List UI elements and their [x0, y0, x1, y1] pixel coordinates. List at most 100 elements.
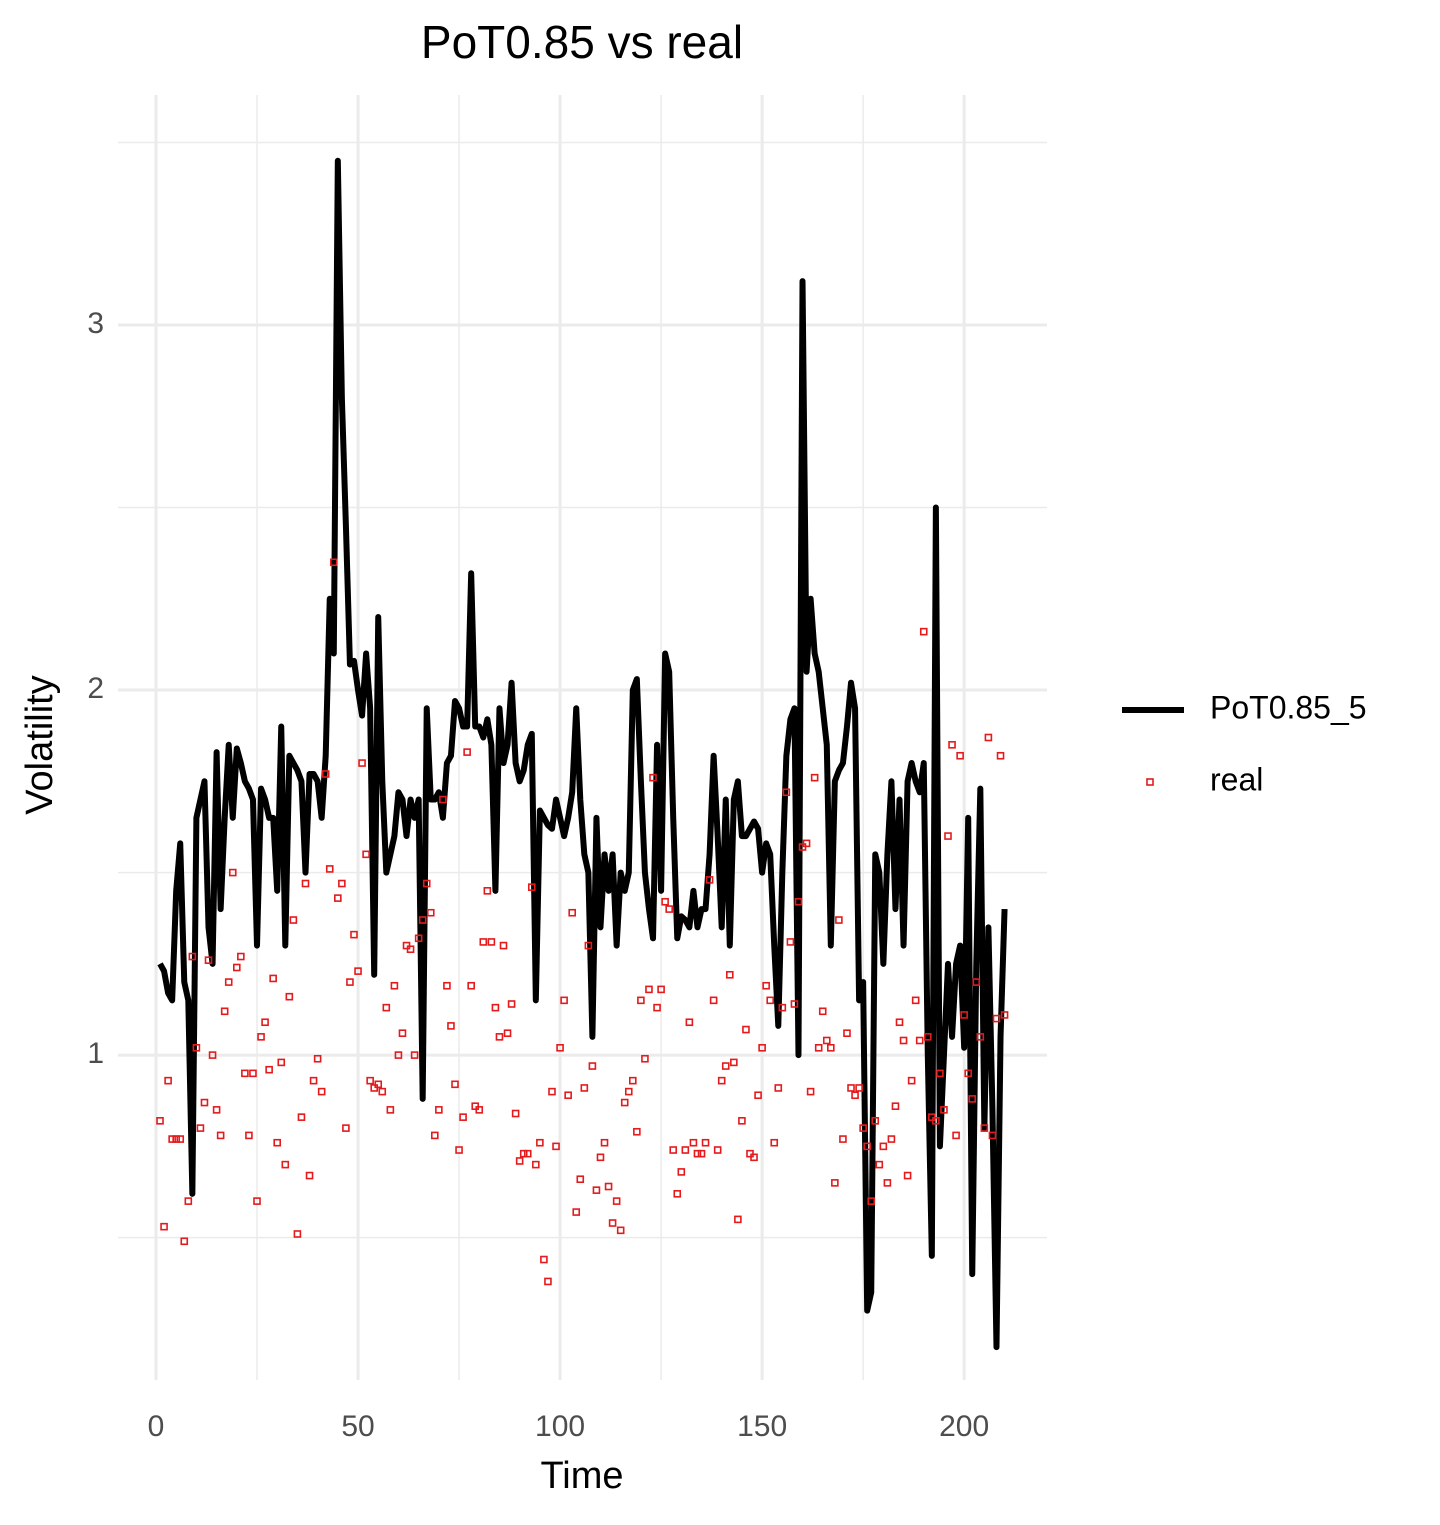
data-point — [960, 1011, 968, 1019]
data-point — [996, 751, 1005, 760]
data-point — [273, 1138, 282, 1147]
data-point — [422, 879, 431, 888]
data-point — [972, 978, 981, 986]
data-point — [827, 1043, 835, 1052]
data-point — [822, 1036, 831, 1045]
chart-title: PoT0.85 vs real — [421, 16, 743, 68]
data-point — [237, 952, 245, 961]
data-point — [289, 916, 298, 924]
data-point — [633, 1127, 641, 1136]
data-point — [871, 1117, 880, 1125]
data-point — [305, 1171, 314, 1180]
data-point — [588, 1062, 597, 1070]
data-point — [750, 1153, 758, 1162]
data-point — [265, 1065, 273, 1074]
data-point — [940, 1106, 948, 1114]
data-point — [329, 558, 338, 567]
data-point — [984, 733, 993, 742]
data-point — [390, 981, 399, 990]
data-point — [475, 1106, 484, 1114]
data-point — [637, 996, 645, 1005]
data-point — [855, 1084, 863, 1092]
data-point — [277, 1058, 286, 1067]
data-point — [988, 1131, 997, 1140]
data-point — [499, 941, 508, 950]
legend-label: real — [1210, 761, 1263, 797]
data-point — [487, 938, 496, 946]
data-point — [762, 981, 770, 990]
x-tick-label: 50 — [341, 1410, 374, 1443]
data-point — [697, 1149, 706, 1158]
data-point — [669, 1146, 678, 1154]
data-point — [261, 1018, 269, 1027]
data-point — [362, 850, 370, 859]
data-point — [406, 945, 415, 954]
data-point — [241, 1069, 249, 1078]
data-point — [536, 1138, 544, 1147]
data-point — [895, 1018, 904, 1027]
data-point — [443, 981, 451, 990]
data-point — [414, 934, 423, 943]
data-point — [281, 1160, 290, 1169]
data-point — [612, 1197, 621, 1205]
data-point — [891, 1102, 900, 1111]
data-point — [184, 1197, 193, 1205]
data-point — [624, 1087, 633, 1096]
data-point — [730, 1058, 738, 1067]
data-point — [919, 627, 928, 636]
data-point — [556, 1043, 564, 1052]
data-point — [354, 967, 362, 975]
data-point — [847, 1084, 855, 1092]
data-point — [527, 883, 536, 891]
data-point — [818, 1007, 827, 1016]
data-point — [257, 1033, 265, 1041]
data-point — [325, 865, 334, 873]
data-point — [172, 1135, 180, 1143]
data-point — [249, 1069, 257, 1078]
data-point — [208, 1051, 217, 1059]
data-point — [451, 1080, 459, 1089]
data-point — [418, 916, 427, 924]
data-point — [790, 1000, 799, 1008]
data-point — [220, 1007, 229, 1016]
data-point — [568, 908, 576, 917]
data-point — [507, 1000, 516, 1008]
data-point — [297, 1113, 306, 1121]
data-point — [467, 981, 475, 990]
data-point — [463, 748, 471, 756]
data-point — [641, 1054, 649, 1063]
data-point — [455, 1146, 463, 1154]
data-point — [887, 1135, 896, 1143]
data-point — [875, 1160, 884, 1169]
data-point — [196, 1124, 205, 1132]
data-point — [204, 956, 213, 964]
data-point — [382, 1003, 391, 1012]
data-point — [649, 773, 657, 782]
data-point — [212, 1106, 221, 1114]
data-point — [560, 996, 568, 1005]
data-point — [564, 1091, 572, 1100]
data-point — [495, 1033, 504, 1041]
data-point — [810, 773, 819, 782]
data-point — [245, 1131, 253, 1140]
data-point — [629, 1076, 637, 1085]
data-point — [863, 1142, 871, 1151]
data-point — [491, 1003, 500, 1012]
data-point — [358, 759, 366, 767]
data-point — [548, 1087, 556, 1096]
data-point — [592, 1186, 601, 1194]
data-point — [317, 1087, 326, 1096]
data-point — [350, 930, 358, 939]
data-point — [160, 1222, 168, 1231]
data-point — [786, 938, 795, 946]
data-point — [645, 985, 653, 994]
data-point — [758, 1043, 766, 1052]
data-point — [334, 894, 342, 902]
data-point — [964, 1069, 973, 1078]
data-point — [176, 1135, 185, 1143]
data-point — [661, 897, 669, 906]
data-point — [216, 1131, 225, 1140]
data-point — [410, 1051, 419, 1059]
data-point — [576, 1175, 585, 1184]
